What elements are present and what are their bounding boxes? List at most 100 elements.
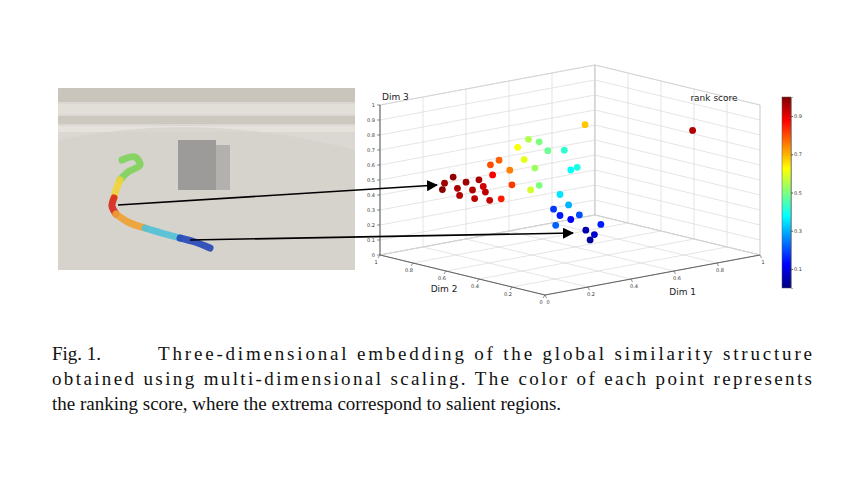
- photo: [58, 88, 355, 270]
- tick-label: 0.6: [367, 162, 375, 168]
- grid-line: [380, 185, 595, 225]
- pane: [380, 215, 760, 295]
- grid-line: [595, 65, 760, 105]
- colorbar-tick: 0.9: [791, 113, 802, 119]
- tick: [377, 240, 380, 241]
- tick-label: 0: [372, 252, 375, 258]
- tick: [760, 255, 762, 258]
- data-point: [514, 144, 521, 151]
- tick-label: 0.3: [794, 228, 802, 234]
- tick-label: 0.9: [794, 113, 802, 119]
- tick-label: 0.6: [438, 275, 446, 281]
- tick-label: 0.8: [716, 267, 724, 273]
- data-point: [557, 212, 564, 219]
- data-point: [487, 161, 494, 168]
- data-point: [587, 237, 594, 244]
- tick-label: 0.5: [794, 190, 802, 196]
- data-point: [527, 187, 534, 194]
- colorbar-tick: 0.5: [791, 190, 802, 196]
- data-point: [496, 157, 503, 164]
- data-point: [567, 216, 574, 223]
- saliency-overlay: [116, 214, 145, 228]
- grid-line: [595, 125, 760, 165]
- tick: [717, 263, 719, 266]
- grid-line: [595, 200, 760, 240]
- data-point: [532, 165, 539, 172]
- data-point: [454, 185, 461, 192]
- y-axis-title: Dim 2: [431, 284, 458, 294]
- grid-line: [380, 110, 595, 150]
- tick: [411, 263, 413, 266]
- axes: 00.20.40.60.8100.20.40.60.8100.10.20.30.…: [367, 102, 765, 305]
- grid-line: [595, 185, 760, 225]
- tick: [377, 195, 380, 196]
- tick-label: 0.1: [367, 237, 375, 243]
- grid-line: [380, 170, 595, 210]
- tick: [674, 271, 676, 274]
- figure: 00.20.40.60.8100.20.40.60.8100.10.20.30.…: [0, 0, 852, 480]
- x-axis-line: [545, 255, 760, 295]
- tick-label: 0.4: [367, 192, 375, 198]
- tick: [377, 120, 380, 121]
- tick: [791, 231, 793, 232]
- photo-fade: [58, 88, 355, 270]
- tick-label: 0.4: [630, 283, 638, 289]
- tick-label: 0.7: [367, 147, 375, 153]
- grid-line: [595, 155, 760, 195]
- data-point: [567, 167, 574, 174]
- tick-label: 0.9: [367, 117, 375, 123]
- photo-background: [58, 88, 355, 270]
- data-point: [582, 227, 589, 234]
- colorbar-axis-line: [792, 98, 794, 289]
- data-point: [441, 180, 448, 187]
- grid-line: [552, 223, 717, 263]
- caption-line: Three-dimensional embedding of the globa…: [158, 343, 812, 364]
- caption-line: obtained using multi-dimensional scaling…: [52, 368, 812, 389]
- tick: [791, 269, 793, 270]
- tick-label: 0.6: [673, 275, 681, 281]
- tick-label: 0.8: [405, 267, 413, 273]
- data-point: [576, 212, 583, 219]
- data-point: [582, 121, 589, 128]
- saliency-overlay: [145, 228, 180, 238]
- grid-line: [380, 95, 595, 135]
- background: [0, 0, 852, 480]
- tick-label: 1: [761, 259, 764, 265]
- x-axis-title: Dim 1: [669, 287, 696, 297]
- data-point: [439, 186, 446, 193]
- tick-label: 0: [539, 299, 542, 305]
- tick: [377, 135, 380, 136]
- colorbar-title: rank score: [690, 93, 738, 103]
- data-point: [456, 192, 463, 199]
- data-point: [476, 176, 483, 183]
- tick: [791, 154, 793, 155]
- data-point: [469, 187, 476, 194]
- data-point: [521, 156, 528, 163]
- grid-line: [380, 155, 595, 195]
- data-point: [565, 202, 572, 209]
- data-point: [480, 183, 487, 190]
- data-point: [506, 167, 513, 174]
- colorbar-tick: 0.7: [791, 151, 802, 157]
- caption: Fig. 1.Three-dimensional embedding of th…: [52, 343, 812, 414]
- data-point: [525, 136, 532, 143]
- grid-line: [595, 215, 760, 255]
- data-point: [689, 127, 696, 134]
- grid-line: [509, 231, 674, 271]
- tick: [377, 165, 380, 166]
- grid-line: [380, 80, 595, 120]
- data-point: [486, 197, 493, 204]
- colorbar-tick: 0.1: [791, 266, 802, 272]
- tick-label: 0.3: [367, 207, 375, 213]
- caption-line: the ranking score, where the extrema cor…: [52, 393, 561, 414]
- grid-line: [380, 125, 595, 165]
- tick-label: 0: [546, 299, 549, 305]
- data-point: [463, 179, 470, 186]
- data-point: [591, 231, 598, 238]
- grid-line: [380, 65, 595, 105]
- colorbar: [782, 97, 791, 288]
- data-point: [536, 182, 543, 189]
- tick: [444, 271, 446, 274]
- points: [439, 121, 696, 243]
- y-axis-line: [380, 255, 545, 295]
